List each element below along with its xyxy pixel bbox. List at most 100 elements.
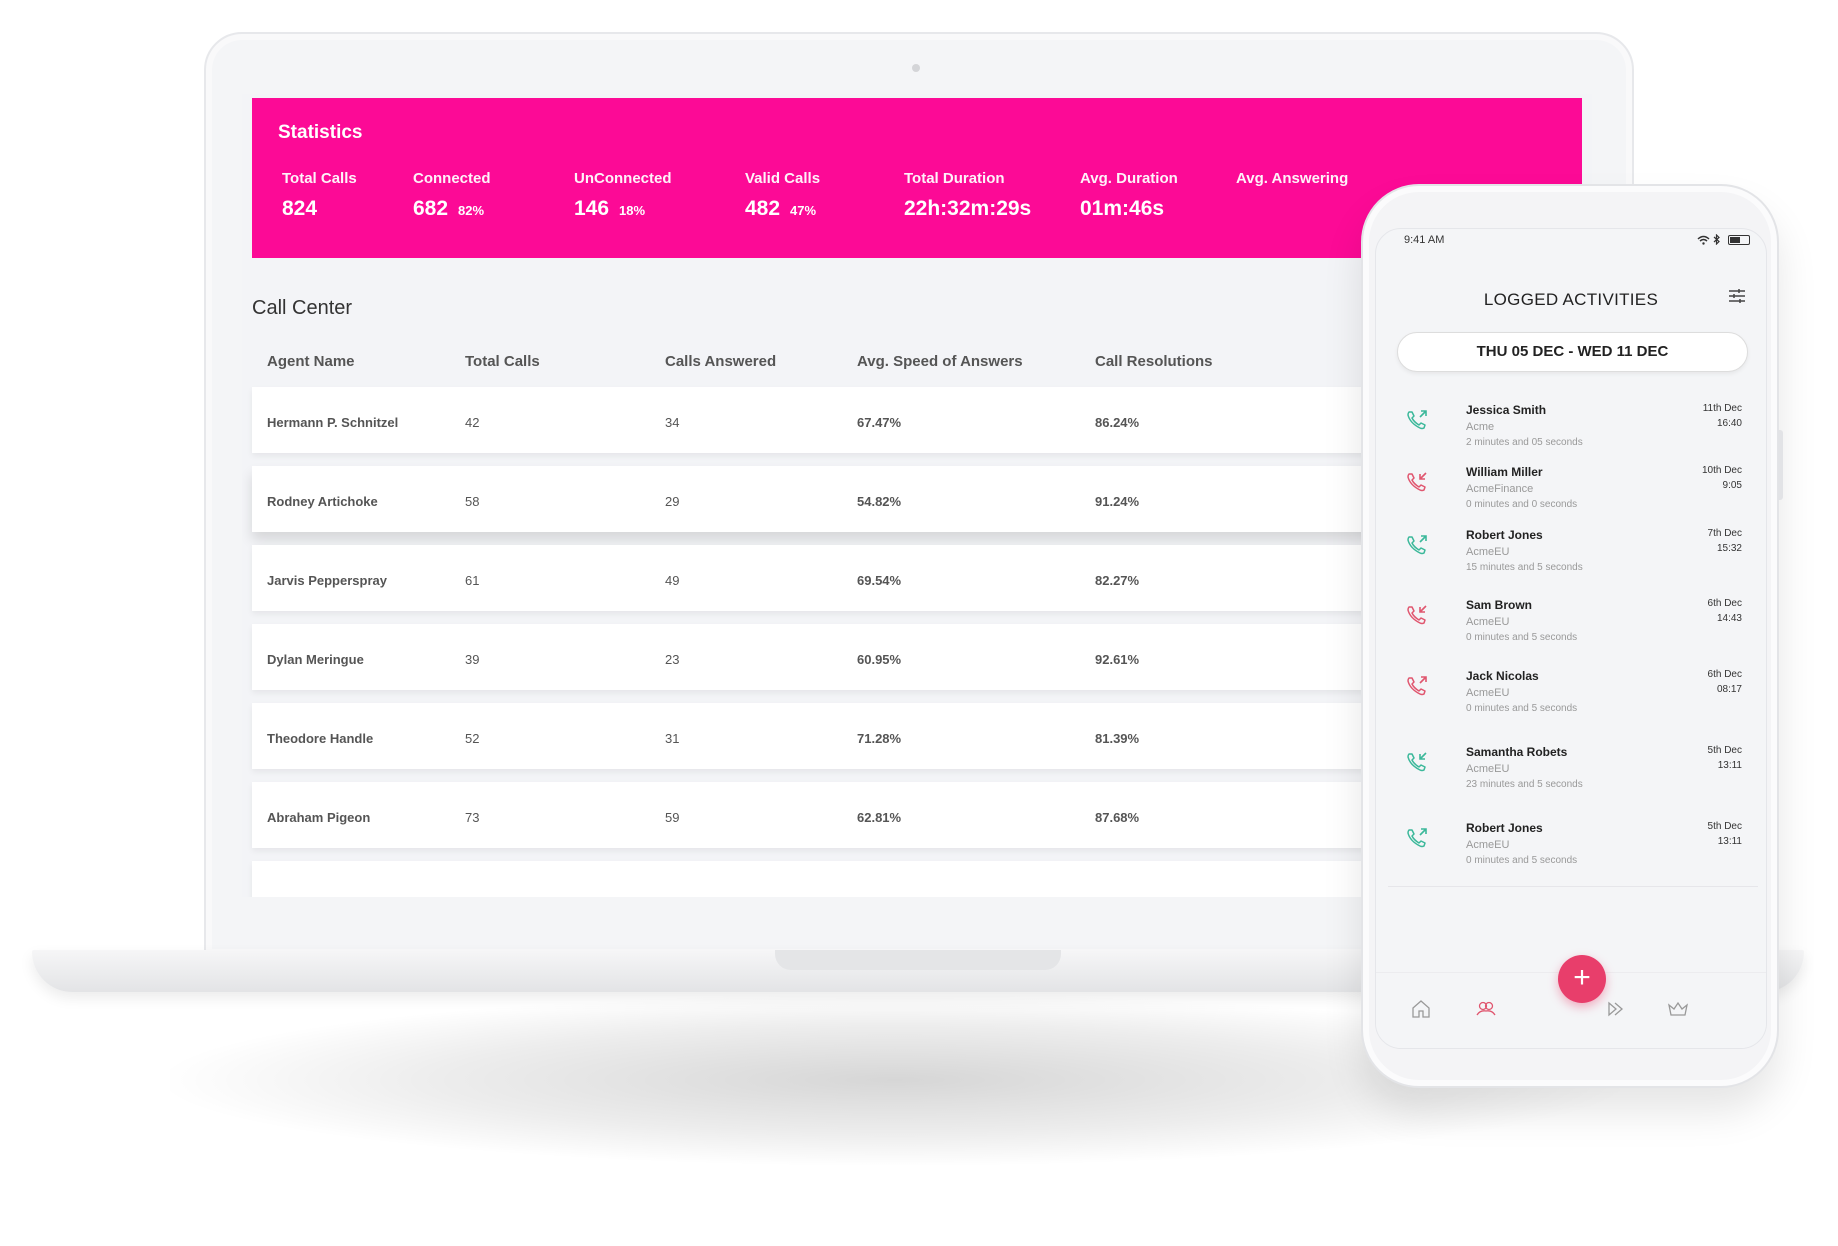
call-center-title: Call Center bbox=[252, 297, 353, 319]
contact-name: Jessica Smith bbox=[1466, 403, 1547, 417]
calls-answered: 34 bbox=[665, 415, 680, 430]
avg-speed: 71.28% bbox=[857, 731, 902, 746]
col-avg-speed[interactable]: Avg. Speed of Answers bbox=[857, 353, 1023, 370]
agent-name: Rodney Artichoke bbox=[267, 494, 378, 509]
col-agent-name[interactable]: Agent Name bbox=[267, 353, 355, 370]
call-duration: 0 minutes and 5 seconds bbox=[1466, 855, 1578, 866]
activity-item[interactable]: Robert Jones AcmeEU 15 minutes and 5 secon… bbox=[1388, 514, 1758, 594]
total-calls: 42 bbox=[465, 415, 480, 430]
call-resolution: 81.39% bbox=[1095, 731, 1140, 746]
bottom-tab-bar: + bbox=[1376, 955, 1766, 1048]
activity-item[interactable]: Sam Brown AcmeEU 0 minutes and 5 seconds 6t… bbox=[1388, 584, 1758, 664]
call-duration: 0 minutes and 5 seconds bbox=[1466, 632, 1578, 643]
total-calls: 58 bbox=[465, 494, 480, 509]
stat-label: Connected bbox=[413, 170, 491, 187]
call-icon bbox=[1407, 828, 1427, 848]
stat-unconnected: UnConnected 146 18% bbox=[574, 170, 672, 221]
call-resolution: 91.24% bbox=[1095, 494, 1140, 509]
call-time: 13:11 bbox=[1717, 836, 1742, 847]
avg-speed: 62.81% bbox=[857, 810, 902, 825]
call-duration: 0 minutes and 5 seconds bbox=[1466, 703, 1578, 714]
stat-label: Valid Calls bbox=[745, 170, 821, 187]
col-total-calls[interactable]: Total Calls bbox=[465, 353, 540, 370]
statistics-title: Statistics bbox=[278, 122, 363, 143]
avg-speed: 69.54% bbox=[857, 573, 902, 588]
call-date: 11th Dec bbox=[1702, 403, 1742, 414]
col-calls-answered[interactable]: Calls Answered bbox=[665, 353, 777, 370]
call-duration: 15 minutes and 5 seconds bbox=[1466, 562, 1583, 573]
call-icon bbox=[1407, 410, 1427, 430]
stat-label: UnConnected bbox=[574, 170, 672, 187]
call-time: 16:40 bbox=[1716, 418, 1742, 429]
call-date: 6th Dec bbox=[1707, 598, 1742, 609]
filter-icon[interactable] bbox=[1728, 287, 1746, 310]
date-range-selector[interactable]: THU 05 DEC - WED 11 DEC bbox=[1397, 332, 1748, 372]
call-duration: 2 minutes and 05 seconds bbox=[1466, 437, 1583, 448]
bluetooth-icon bbox=[1713, 233, 1721, 246]
call-time: 13:11 bbox=[1717, 760, 1742, 771]
call-date: 10th Dec bbox=[1701, 465, 1742, 476]
team-icon[interactable] bbox=[1474, 997, 1498, 1021]
activity-item[interactable]: Robert Jones AcmeEU 0 minutes and 5 second… bbox=[1388, 807, 1758, 887]
col-call-resolutions[interactable]: Call Resolutions bbox=[1095, 353, 1213, 370]
home-icon[interactable] bbox=[1409, 997, 1433, 1021]
activity-item[interactable]: Jack Nicolas AcmeEU 0 minutes and 5 second… bbox=[1388, 655, 1758, 735]
call-time: 14:43 bbox=[1716, 613, 1742, 624]
call-icon bbox=[1407, 535, 1427, 555]
missed-call-icon bbox=[1407, 605, 1427, 625]
avg-speed: 54.82% bbox=[857, 494, 902, 509]
total-calls: 61 bbox=[465, 573, 480, 588]
call-resolution: 82.27% bbox=[1095, 573, 1140, 588]
calls-answered: 29 bbox=[665, 494, 680, 509]
camera-dot bbox=[912, 64, 920, 72]
statistics-panel: Statistics Total Calls 824 Connected 682… bbox=[252, 98, 1582, 258]
total-calls: 73 bbox=[465, 810, 480, 825]
phone-side-button bbox=[1778, 430, 1783, 500]
call-date: 6th Dec bbox=[1707, 669, 1742, 680]
call-icon bbox=[1407, 752, 1427, 772]
call-time: 08:17 bbox=[1716, 684, 1742, 695]
call-resolution: 86.24% bbox=[1095, 415, 1140, 430]
agent-name: Jarvis Pepperspray bbox=[267, 573, 387, 588]
contact-company: AcmeEU bbox=[1466, 687, 1510, 699]
stat-label: Avg. Duration bbox=[1080, 170, 1178, 187]
avg-speed: 67.47% bbox=[857, 415, 902, 430]
contact-name: Robert Jones bbox=[1466, 821, 1543, 835]
missed-call-icon bbox=[1407, 472, 1427, 492]
stat-avg-duration: Avg. Duration 01m:46s bbox=[1080, 170, 1178, 221]
stat-total-calls: Total Calls 824 bbox=[282, 170, 357, 221]
total-calls: 39 bbox=[465, 652, 480, 667]
stat-label: Total Calls bbox=[282, 170, 357, 187]
stat-value: 682 82% bbox=[413, 197, 485, 220]
add-activity-button[interactable]: + bbox=[1558, 955, 1606, 1003]
stat-label: Avg. Answering bbox=[1236, 170, 1349, 187]
contact-name: Samantha Robets bbox=[1466, 745, 1568, 759]
contact-name: William Miller bbox=[1466, 465, 1543, 479]
call-time: 9:05 bbox=[1722, 480, 1742, 491]
contact-company: AcmeEU bbox=[1466, 763, 1510, 775]
crown-icon[interactable] bbox=[1666, 997, 1690, 1021]
stat-value: 22h:32m:29s bbox=[904, 197, 1032, 220]
stat-label: Total Duration bbox=[904, 170, 1005, 187]
call-time: 15:32 bbox=[1716, 543, 1742, 554]
calls-answered: 49 bbox=[665, 573, 680, 588]
stat-total-duration: Total Duration 22h:32m:29s bbox=[904, 170, 1031, 221]
contact-name: Sam Brown bbox=[1466, 598, 1533, 612]
agent-name: Abraham Pigeon bbox=[267, 810, 371, 825]
laptop-base-notch bbox=[775, 950, 1061, 970]
total-calls: 52 bbox=[465, 731, 480, 746]
stat-value: 824 bbox=[282, 197, 318, 220]
contact-company: AcmeEU bbox=[1466, 616, 1510, 628]
calls-answered: 23 bbox=[665, 652, 680, 667]
forward-icon[interactable] bbox=[1604, 997, 1628, 1021]
stat-value: 01m:46s bbox=[1080, 197, 1165, 220]
status-time: 9:41 AM bbox=[1404, 234, 1445, 246]
activity-item[interactable]: Samantha Robets AcmeEU 23 minutes and 5 se… bbox=[1388, 731, 1758, 811]
calls-answered: 31 bbox=[665, 731, 680, 746]
wifi-icon bbox=[1697, 235, 1710, 245]
call-date: 5th Dec bbox=[1707, 745, 1742, 756]
status-icons bbox=[1697, 231, 1750, 246]
call-duration: 23 minutes and 5 seconds bbox=[1466, 779, 1583, 790]
contact-company: AcmeFinance bbox=[1466, 483, 1534, 495]
call-date: 5th Dec bbox=[1707, 821, 1742, 832]
